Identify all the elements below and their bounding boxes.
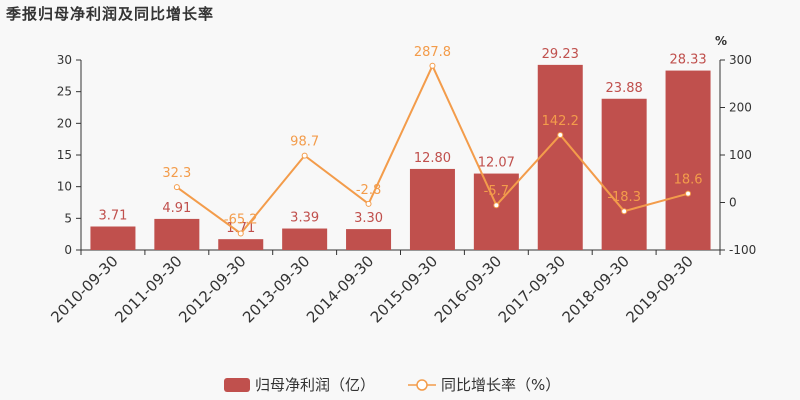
- line-point: [429, 62, 436, 69]
- x-tick-label: 2016-09-30: [431, 252, 505, 326]
- line-value-label: -2.8: [356, 183, 381, 198]
- x-tick-label: 2019-09-30: [622, 252, 696, 326]
- bar-value-label: 29.23: [542, 47, 579, 62]
- line-value-label: 98.7: [290, 135, 319, 150]
- line-value-label: 142.2: [542, 114, 579, 129]
- y-left-tick-label: 20: [57, 116, 72, 130]
- line-point: [237, 230, 244, 237]
- y-left-tick-label: 0: [64, 243, 72, 257]
- bar-value-label: 3.39: [290, 211, 319, 226]
- legend-bar-swatch: [224, 378, 250, 392]
- legend-bar-label: 归母净利润（亿）: [255, 376, 375, 394]
- y-left-tick-label: 30: [57, 53, 72, 67]
- line-point: [493, 202, 500, 209]
- bar: [409, 168, 455, 250]
- legend-line-label: 同比增长率（%）: [441, 376, 560, 394]
- x-tick-label: 2018-09-30: [559, 252, 633, 326]
- x-tick-label: 2014-09-30: [303, 252, 377, 326]
- x-tick-label: 2017-09-30: [495, 252, 569, 326]
- bar: [154, 218, 200, 250]
- y-left-tick-label: 25: [57, 85, 72, 99]
- x-tick-label: 2013-09-30: [239, 252, 313, 326]
- line-value-label: -65.2: [224, 212, 258, 227]
- line-value-label: 287.8: [414, 45, 451, 60]
- line-point: [621, 208, 628, 215]
- bar-value-label: 28.33: [669, 53, 706, 68]
- x-tick-label: 2012-09-30: [175, 252, 249, 326]
- bar: [282, 228, 328, 250]
- bar-value-label: 12.80: [414, 151, 451, 166]
- bar-value-label: 3.30: [354, 211, 383, 226]
- bar: [346, 229, 392, 250]
- x-tick-label: 2015-09-30: [367, 252, 441, 326]
- bar-value-label: 4.91: [162, 201, 191, 216]
- y-left-tick-label: 5: [64, 211, 72, 225]
- y-right-tick-label: 200: [729, 101, 752, 115]
- chart-title: 季报归母净利润及同比增长率: [6, 5, 215, 23]
- line-value-label: 32.3: [162, 166, 191, 181]
- line-value-label: -5.7: [484, 184, 509, 199]
- bar: [665, 70, 711, 251]
- y-right-tick-label: 0: [729, 196, 737, 210]
- line-point: [365, 200, 372, 207]
- x-tick-label: 2011-09-30: [111, 252, 185, 326]
- legend-line-marker: [416, 379, 428, 391]
- y-right-tick-label: 300: [729, 53, 752, 67]
- line-point: [173, 184, 180, 191]
- bar-value-label: 23.88: [606, 81, 643, 96]
- y-right-unit-label: %: [715, 34, 727, 48]
- bar: [90, 226, 136, 250]
- y-left-tick-label: 10: [57, 180, 72, 194]
- bar: [218, 239, 264, 250]
- bar: [537, 64, 583, 250]
- line-value-label: -18.3: [607, 190, 641, 205]
- y-left-tick-label: 15: [57, 148, 72, 162]
- x-tick-label: 2010-09-30: [47, 252, 121, 326]
- line-point: [557, 131, 564, 138]
- y-right-tick-label: 100: [729, 148, 752, 162]
- bar-value-label: 12.07: [478, 156, 515, 171]
- line-point: [685, 190, 692, 197]
- y-right-tick-label: -100: [729, 243, 756, 257]
- line-value-label: 18.6: [674, 173, 703, 188]
- bar: [473, 173, 519, 250]
- line-point: [301, 152, 308, 159]
- bar: [601, 98, 647, 250]
- bar-value-label: 3.71: [98, 209, 127, 224]
